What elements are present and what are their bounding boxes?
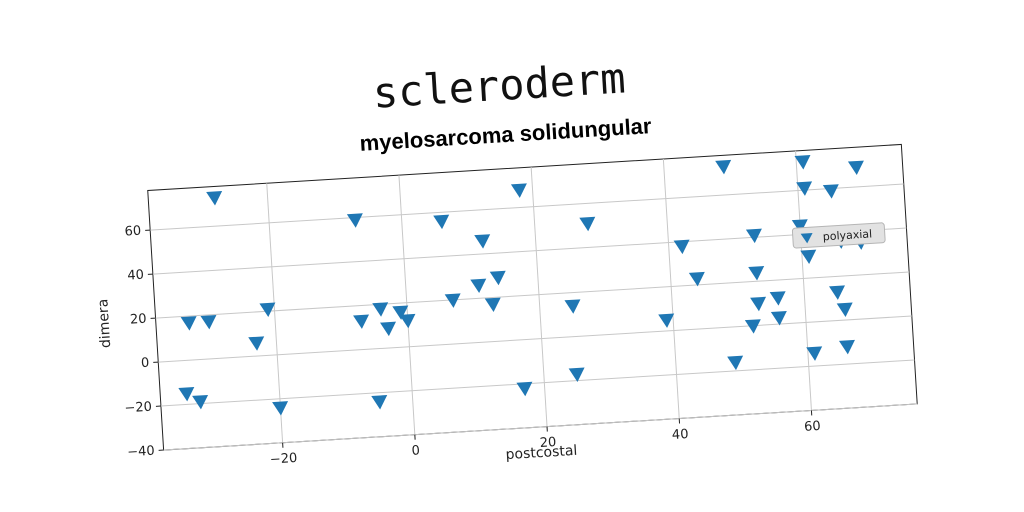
x-axis-label: postcostal — [505, 443, 578, 463]
data-point-marker — [516, 381, 533, 397]
x-tick-label: 40 — [672, 427, 689, 443]
data-point-marker — [392, 305, 409, 320]
data-point-marker — [847, 160, 864, 176]
x-tick-label: 20 — [539, 435, 556, 451]
x-tick-label: −20 — [269, 451, 297, 468]
legend-entry-polyaxial: polyaxial — [822, 227, 872, 243]
x-grid-line — [795, 150, 812, 411]
data-point-marker — [750, 296, 767, 312]
y-axis-label: dimera — [95, 298, 114, 348]
y-tick-label: 40 — [127, 268, 144, 284]
data-point-marker — [272, 401, 289, 416]
plot-area: −20 0 20 40 60 −40 −20 0 20 40 60 postcostal dimer… — [95, 143, 918, 468]
y-grid-line — [152, 227, 907, 275]
data-point-marker — [180, 316, 197, 331]
data-point-marker — [444, 293, 461, 308]
y-grid-line — [150, 183, 904, 231]
data-point-marker — [474, 234, 491, 249]
data-point-marker — [206, 191, 223, 206]
data-point-marker — [688, 271, 705, 287]
data-point-marker — [822, 184, 839, 199]
data-point-marker — [673, 239, 690, 255]
data-point-marker — [800, 249, 817, 265]
data-point-marker — [259, 302, 276, 317]
data-point-marker — [346, 213, 363, 228]
data-point-marker — [770, 310, 787, 326]
legend-box — [791, 222, 886, 249]
data-point-marker — [791, 219, 808, 234]
axis-ticks: −20 0 20 40 60 −40 −20 0 20 40 60 — [124, 224, 821, 468]
data-point-marker — [658, 313, 675, 328]
data-point-marker — [200, 314, 217, 330]
y-tick-label: −20 — [124, 400, 152, 417]
x-grid-line — [530, 167, 548, 427]
y-grid-line — [155, 271, 910, 319]
data-point-marker — [727, 355, 744, 371]
data-point-marker — [744, 319, 761, 334]
y-grid-line — [158, 315, 912, 363]
data-point-marker — [715, 159, 732, 175]
y-grid-line — [163, 403, 918, 451]
y-tick-label: 20 — [130, 312, 147, 328]
x-tick-label: 60 — [804, 419, 821, 435]
data-point-marker — [794, 155, 811, 170]
y-grid-line — [160, 359, 915, 407]
data-point-marker — [829, 285, 845, 300]
data-point-marker — [836, 302, 853, 318]
x-grid-line — [398, 175, 416, 435]
data-point-marker — [838, 339, 855, 355]
data-point-marker — [489, 270, 506, 286]
y-tick-label: 60 — [124, 224, 141, 240]
data-point-marker — [579, 216, 596, 232]
legend-marker-icon — [800, 233, 813, 244]
data-point-marker — [380, 321, 397, 337]
x-grid-line — [662, 158, 680, 419]
data-point-marker — [510, 183, 527, 198]
y-tick-label: 0 — [141, 356, 150, 371]
data-point-marker — [769, 291, 786, 306]
data-point-marker — [564, 299, 581, 314]
legend: polyaxial — [791, 222, 886, 249]
x-grid-line — [266, 183, 284, 443]
data-point-marker — [806, 346, 823, 361]
data-point-marker — [371, 395, 388, 410]
data-point-marker — [484, 297, 501, 313]
data-point-marker — [248, 336, 265, 351]
data-point-marker — [433, 214, 450, 230]
data-point-marker — [353, 314, 370, 329]
y-tick-label: −40 — [127, 444, 155, 461]
data-point-marker — [399, 313, 416, 329]
data-point-marker — [192, 394, 209, 410]
data-point-marker — [745, 228, 762, 244]
data-point-marker — [748, 266, 765, 281]
chart-title: scleroderm — [371, 53, 626, 117]
x-tick-label: 0 — [411, 443, 420, 458]
data-point-marker — [796, 181, 813, 196]
data-point-marker — [470, 278, 487, 294]
data-point-marker — [568, 367, 585, 382]
data-point-marker — [372, 302, 389, 317]
data-point-marker — [178, 386, 195, 402]
chart-subtitle: myelosarcoma solidungular — [359, 113, 653, 156]
grid-lines — [150, 150, 918, 451]
